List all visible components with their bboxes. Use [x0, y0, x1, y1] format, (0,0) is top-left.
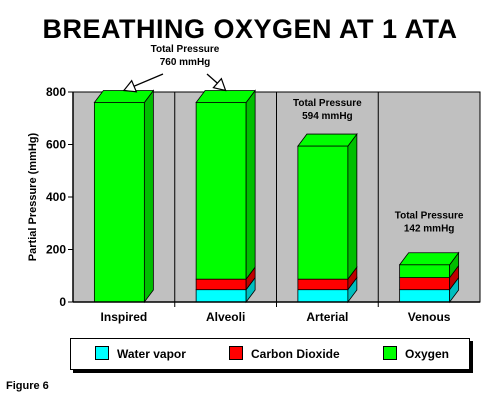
- bar-top-alveoli: [195, 90, 256, 103]
- y-tick-label: 0: [59, 295, 66, 309]
- bar-alveoli-oxygen-side: [245, 89, 256, 281]
- annotations: Total Pressure 760 mmHg Total Pressure 594 …: [122, 44, 464, 235]
- bar-arterial-water-vapor: [297, 289, 349, 303]
- legend-label-carbon-dioxide: Carbon Dioxide: [251, 347, 340, 361]
- legend-swatch-oxygen: [383, 346, 397, 360]
- bar-venous-carbon-dioxide: [399, 277, 451, 291]
- y-tick-label: 200: [46, 243, 66, 257]
- x-tick-label-alveoli: Alveoli: [206, 310, 245, 324]
- arrow-head: [212, 77, 227, 92]
- bar-venous-oxygen: [399, 264, 451, 278]
- bar-arterial-oxygen-side: [347, 132, 358, 281]
- figure-caption: Figure 6: [6, 380, 49, 392]
- annotation-label-arterial: Total Pressure 594 mmHg: [293, 98, 362, 122]
- y-tick-label: 400: [46, 190, 66, 204]
- legend-label-water-vapor: Water vapor: [117, 347, 186, 361]
- bar-stack-inspired: [93, 89, 155, 304]
- bar-inspired-oxygen-side: [143, 89, 154, 304]
- bar-stack-arterial: [297, 132, 358, 304]
- legend-label-oxygen: Oxygen: [405, 347, 450, 361]
- x-tick-label-venous: Venous: [408, 310, 451, 324]
- legend-item-carbon-dioxide: Carbon Dioxide: [229, 346, 340, 361]
- chart-title: BREATHING OXYGEN AT 1 ATA: [42, 14, 458, 44]
- x-tick-label-inspired: Inspired: [101, 310, 148, 324]
- bar-venous-water-vapor: [399, 289, 451, 303]
- bar-arterial-oxygen: [297, 145, 349, 280]
- bar-top-inspired: [93, 90, 155, 103]
- bar-alveoli-oxygen: [195, 102, 247, 280]
- legend-item-oxygen: Oxygen: [383, 346, 449, 361]
- bar-stacks: [93, 89, 460, 304]
- y-axis-label: Partial Pressure (mmHg): [27, 132, 39, 261]
- bar-arterial-carbon-dioxide: [297, 278, 349, 291]
- bar-top-venous: [398, 252, 460, 266]
- annotation-label-0: Total Pressure 760 mmHg: [151, 44, 220, 68]
- bar-alveoli-carbon-dioxide: [195, 278, 247, 291]
- arrow-head: [122, 79, 138, 93]
- legend-item-water-vapor: Water vapor: [95, 346, 186, 361]
- axes: 0 200 400 600 800 Inspired Alveoli Arterial Veno…: [27, 85, 480, 324]
- annotation-label-venous: Total Pressure 142 mmHg: [395, 211, 464, 235]
- y-tick-label: 800: [46, 85, 66, 99]
- annotation-arrow-inspired: [122, 73, 164, 93]
- legend-swatch-carbon-dioxide: [229, 346, 243, 360]
- bar-alveoli-water-vapor: [195, 289, 247, 303]
- bar-top-arterial: [297, 133, 358, 147]
- annotation-arrow-alveoli: [206, 73, 227, 92]
- bar-stack-venous: [398, 251, 460, 304]
- y-tick-label: 600: [46, 138, 66, 152]
- x-tick-label-arterial: Arterial: [306, 310, 348, 324]
- bar-inspired-oxygen: [93, 102, 145, 303]
- bar-stack-alveoli: [195, 89, 256, 304]
- legend: Water vapor Carbon Dioxide Oxygen: [70, 338, 470, 370]
- legend-swatch-water-vapor: [95, 346, 109, 360]
